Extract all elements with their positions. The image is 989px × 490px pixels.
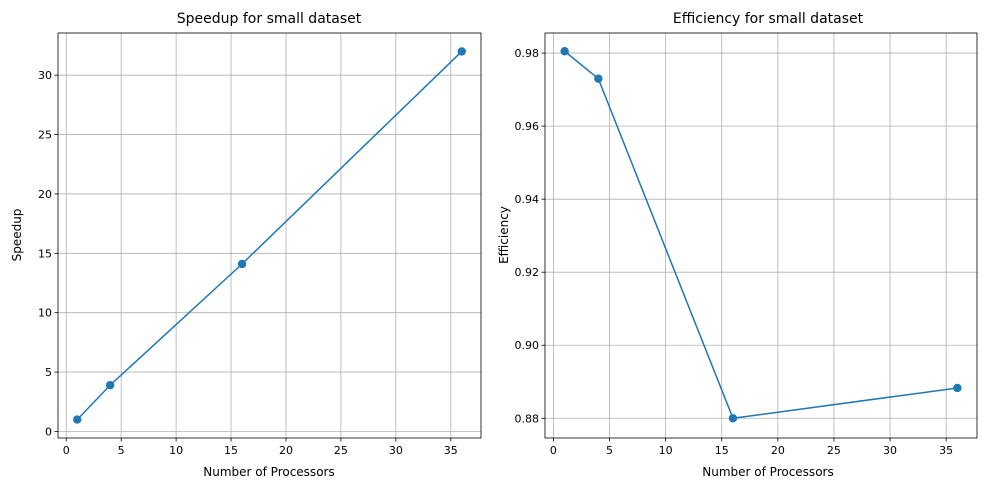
speedup-chart-xlabel: Number of Processors: [203, 465, 334, 479]
speedup-ticks: 0 5 10 15 20 25 30 35 0 5 10 15 20 25 30: [38, 69, 458, 457]
efficiency-xtick-label: 15: [715, 444, 729, 457]
speedup-xtick-label: 15: [224, 444, 238, 457]
speedup-ytick-label: 20: [38, 188, 52, 201]
efficiency-axes-frame: [544, 32, 978, 439]
speedup-xtick-label: 30: [389, 444, 403, 457]
efficiency-data-point: [594, 74, 603, 83]
speedup-ytick-label: 15: [38, 247, 52, 260]
speedup-ytick-label: 5: [45, 366, 52, 379]
efficiency-ytick-label: 0.96: [515, 120, 540, 133]
speedup-ytick-label: 25: [38, 129, 52, 142]
speedup-series-line: [76, 50, 463, 421]
speedup-xtick-label: 25: [334, 444, 348, 457]
efficiency-data-point: [560, 47, 569, 56]
efficiency-series: [560, 47, 962, 423]
speedup-xtick-label: 20: [279, 444, 293, 457]
efficiency-xtick-label: 35: [939, 444, 953, 457]
efficiency-chart-xlabel: Number of Processors: [702, 465, 833, 479]
speedup-ytick-label: 10: [38, 307, 52, 320]
efficiency-ticks: 0 5 10 15 20 25 30 35 0.88 0.90 0.92 0.94 0.96 0.98: [515, 47, 954, 457]
efficiency-data-point: [728, 414, 738, 423]
efficiency-ytick-label: 0.94: [515, 193, 540, 206]
efficiency-xtick-label: 30: [883, 444, 897, 457]
speedup-grid: [58, 33, 481, 438]
speedup-axes-frame: [57, 32, 482, 439]
efficiency-xtick-label: 10: [659, 444, 673, 457]
efficiency-ytick-label: 0.88: [515, 412, 540, 425]
speedup-chart: Speedup for small dataset Number of Proc…: [10, 11, 482, 479]
speedup-series: [73, 47, 466, 424]
speedup-data-point: [237, 259, 247, 269]
efficiency-xtick-label: 5: [606, 444, 613, 457]
speedup-xtick-label: 10: [169, 444, 183, 457]
efficiency-grid: [545, 33, 977, 438]
speedup-plot-frame: [57, 32, 482, 439]
speedup-xtick-label: 35: [444, 444, 458, 457]
efficiency-xtick-label: 20: [771, 444, 785, 457]
speedup-data-point: [457, 47, 466, 56]
speedup-xtick-label: 0: [63, 444, 70, 457]
speedup-ytick-label: 0: [45, 425, 52, 438]
efficiency-chart-title: Efficiency for small dataset: [673, 11, 864, 27]
efficiency-chart-ylabel: Efficiency: [497, 206, 511, 264]
efficiency-ytick-label: 0.92: [515, 266, 540, 279]
efficiency-ytick-label: 0.90: [515, 339, 540, 352]
speedup-data-point: [105, 380, 115, 390]
speedup-chart-title: Speedup for small dataset: [177, 11, 362, 27]
efficiency-chart: Efficiency for small dataset Number of P…: [497, 11, 978, 479]
efficiency-xtick-label: 0: [550, 444, 557, 457]
speedup-data-point: [73, 415, 82, 424]
efficiency-plot-frame: [544, 32, 978, 439]
speedup-xtick-label: 5: [118, 444, 125, 457]
efficiency-ytick-label: 0.98: [515, 47, 540, 60]
efficiency-data-point: [953, 383, 962, 393]
efficiency-xtick-label: 25: [827, 444, 841, 457]
speedup-chart-ylabel: Speedup: [10, 209, 24, 262]
speedup-ytick-label: 30: [38, 69, 52, 82]
efficiency-series-line: [564, 50, 958, 420]
